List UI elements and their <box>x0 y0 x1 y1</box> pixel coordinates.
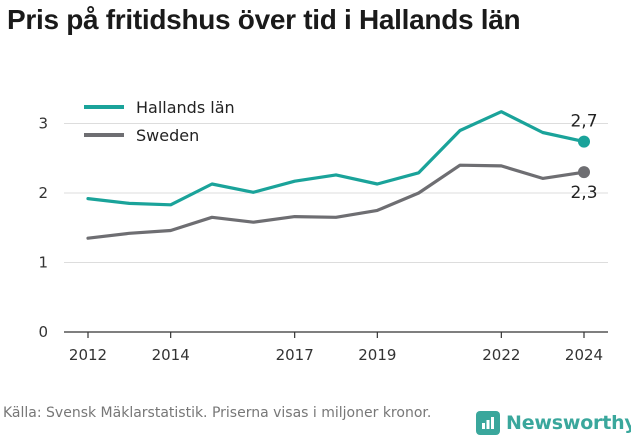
end-value-label: 2,7 <box>570 112 597 132</box>
legend-label: Sweden <box>136 126 199 145</box>
series-line <box>86 110 586 207</box>
series-end-marker <box>578 135 590 148</box>
x-axis: 2012 2014 2017 2019 2022 2024 <box>64 331 608 364</box>
y-axis-ticks: 0 1 2 3 <box>38 115 48 342</box>
newsworthy-logo-icon <box>476 411 500 435</box>
y-tick-label: 1 <box>38 254 48 272</box>
y-tick-label: 3 <box>38 115 48 133</box>
series-line <box>86 163 586 240</box>
x-tick-label: 2012 <box>69 346 107 364</box>
series-end-marker <box>578 166 590 179</box>
series-lines: 2,7 2,3 <box>86 110 598 240</box>
end-value-label: 2,3 <box>570 183 597 203</box>
x-tick-label: 2019 <box>358 346 396 364</box>
legend-label: Hallands län <box>136 98 235 117</box>
chart-title: Pris på fritidshus över tid i Hallands l… <box>7 4 521 35</box>
x-tick-label: 2022 <box>482 346 520 364</box>
brand-logo[interactable]: Newsworthy <box>476 409 631 437</box>
x-tick-label: 2024 <box>565 346 603 364</box>
x-tick-label: 2017 <box>276 346 314 364</box>
x-tick-label: 2014 <box>152 346 190 364</box>
y-tick-label: 2 <box>38 184 48 202</box>
legend: Hallands län Sweden <box>84 98 235 145</box>
grid-lines <box>64 123 608 263</box>
brand-name: Newsworthy <box>506 412 631 434</box>
source-note: Källa: Svensk Mäklarstatistik. Priserna … <box>3 405 432 421</box>
y-tick-label: 0 <box>38 323 48 341</box>
line-chart: 0 1 2 3 2012 2014 2017 2019 2022 2024 2,7 2,3 Hal… <box>38 98 608 364</box>
